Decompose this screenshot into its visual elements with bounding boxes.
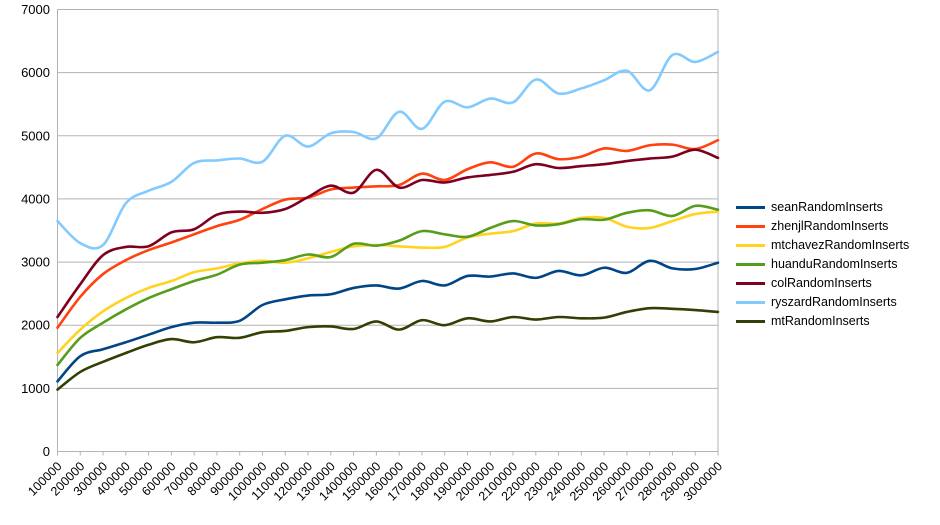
legend-label: mtRandomInserts: [771, 314, 870, 328]
series-line-huanduRandomInserts: [56, 204, 720, 367]
legend-item-mtRandomInserts: mtRandomInserts: [736, 312, 909, 331]
legend-swatch: [736, 225, 765, 228]
y-tick-label: 0: [43, 444, 50, 459]
y-tick-label: 2000: [21, 318, 50, 333]
series-line-colRandomInserts: [56, 148, 720, 319]
y-tick-label: 6000: [21, 65, 50, 80]
legend-item-ryszardRandomInserts: ryszardRandomInserts: [736, 293, 909, 312]
series-line-zhenjlRandomInserts: [56, 138, 720, 330]
y-gridlines: [57, 9, 718, 452]
y-tick-label: 7000: [21, 2, 50, 17]
y-tick-label: 5000: [21, 128, 50, 143]
legend-swatch: [736, 282, 765, 285]
x-axis-ticks: [57, 451, 719, 456]
legend-swatch: [736, 206, 765, 209]
legend-item-huanduRandomInserts: huanduRandomInserts: [736, 255, 909, 274]
legend-label: ryszardRandomInserts: [771, 295, 897, 309]
legend-swatch: [736, 301, 765, 304]
series-line-seanRandomInserts: [56, 259, 720, 383]
legend-item-colRandomInserts: colRandomInserts: [736, 274, 909, 293]
legend-item-seanRandomInserts: seanRandomInserts: [736, 198, 909, 217]
legend-label: seanRandomInserts: [771, 200, 883, 214]
legend-swatch: [736, 320, 765, 323]
chart-legend: seanRandomInserts zhenjlRandomInserts mtch…: [736, 198, 909, 331]
legend-label: huanduRandomInserts: [771, 257, 898, 271]
legend-label: mtchavezRandomInserts: [771, 238, 910, 252]
legend-label: zhenjlRandomInserts: [771, 219, 889, 233]
y-axis-labels: 0 1000 2000 3000 4000 5000 6000 7000: [21, 2, 50, 459]
y-tick-label: 3000: [21, 255, 50, 270]
legend-item-zhenjlRandomInserts: zhenjlRandomInserts: [736, 217, 909, 236]
x-axis-labels: 1000002000003000004000005000006000007000…: [25, 459, 725, 503]
legend-swatch: [736, 263, 765, 266]
series-line-mtRandomInserts: [56, 306, 720, 391]
y-tick-label: 4000: [21, 191, 50, 206]
series-line-ryszardRandomInserts: [56, 50, 720, 250]
legend-label: colRandomInserts: [771, 276, 872, 290]
y-tick-label: 1000: [21, 381, 50, 396]
legend-item-mtchavezRandomInserts: mtchavezRandomInserts: [736, 236, 909, 255]
legend-swatch: [736, 244, 765, 247]
